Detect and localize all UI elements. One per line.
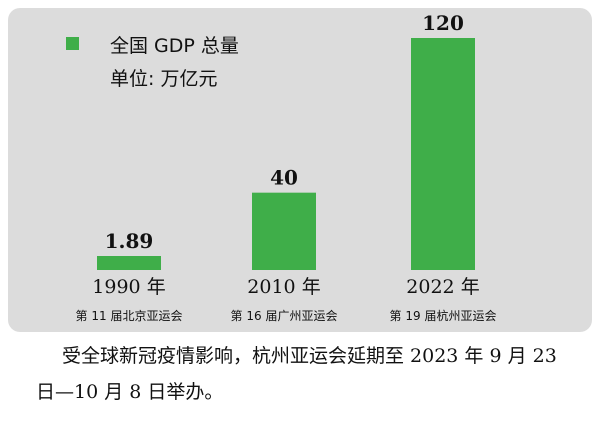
bar-1 <box>252 192 316 270</box>
category-label-1: 2010 年 <box>247 276 320 298</box>
chart-panel <box>8 8 592 332</box>
data-label-2: 120 <box>422 11 464 35</box>
category-label-0: 1990 年 <box>92 276 165 298</box>
data-label-1: 40 <box>270 166 298 190</box>
subcategory-label-0: 第 11 届北京亚运会 <box>76 309 183 323</box>
gdp-bar-chart: 1.89 1990 年第 11 届北京亚运会 40 2010 年第 16 届广州亚运会… <box>76 11 497 323</box>
bar-0 <box>97 256 161 270</box>
unit-label: 单位: 万亿元 <box>110 68 218 90</box>
category-label-2: 2022 年 <box>406 276 479 298</box>
subcategory-label-1: 第 16 届广州亚运会 <box>231 309 338 323</box>
data-label-0: 1.89 <box>105 229 154 253</box>
caption-text: 受全球新冠疫情影响，杭州亚运会延期至 2023 年 9 月 23 日—10 月 … <box>36 345 557 403</box>
bar-2 <box>411 38 475 270</box>
legend-label: 全国 GDP 总量 <box>110 35 239 57</box>
subcategory-label-2: 第 19 届杭州亚运会 <box>390 308 497 323</box>
legend-swatch <box>66 37 79 50</box>
